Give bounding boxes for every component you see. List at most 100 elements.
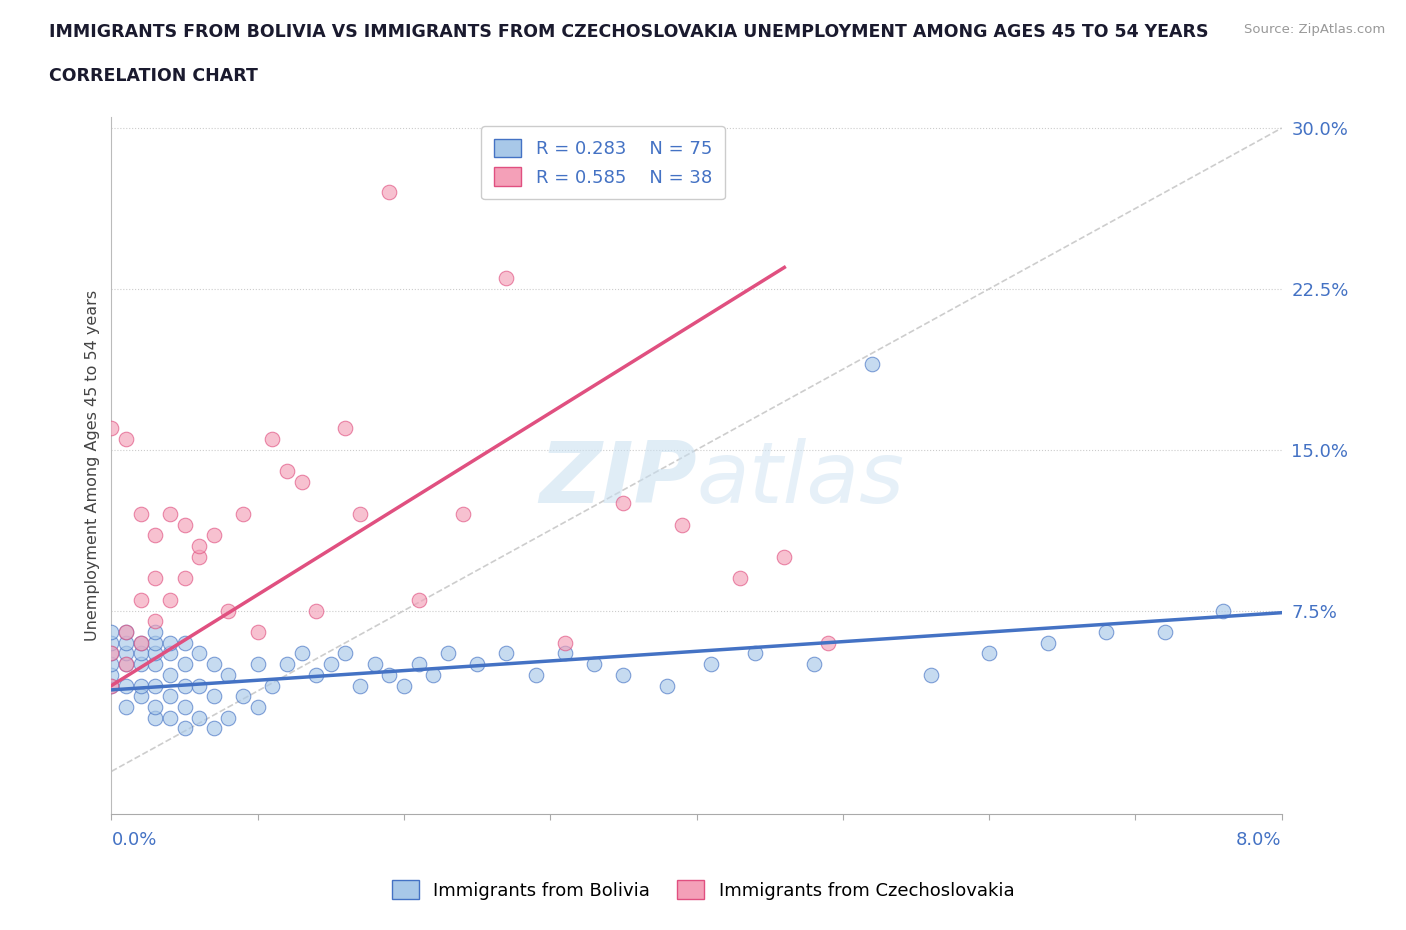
Point (173, 657, 195, 671)
Text: 0.0%: 0.0% (111, 831, 157, 849)
Point (159, 689, 181, 704)
Point (612, 496, 634, 511)
Point (115, 657, 138, 671)
Point (173, 721, 195, 736)
Point (335, 420, 357, 435)
Point (554, 646, 576, 661)
Point (319, 657, 342, 671)
Point (143, 699, 166, 714)
Point (364, 657, 387, 671)
Point (349, 678, 371, 693)
Text: Source: ZipAtlas.com: Source: ZipAtlas.com (1244, 23, 1385, 36)
Point (129, 678, 152, 693)
Point (115, 635, 138, 650)
Legend: R = 0.283    N = 75, R = 0.585    N = 38: R = 0.283 N = 75, R = 0.585 N = 38 (481, 126, 724, 199)
Point (143, 678, 166, 693)
Point (100, 678, 122, 693)
Point (202, 721, 225, 736)
Point (173, 699, 195, 714)
Point (495, 646, 517, 661)
Point (143, 528, 166, 543)
Point (451, 507, 474, 522)
Point (495, 271, 517, 286)
Point (290, 646, 312, 661)
Point (129, 592, 152, 607)
Point (159, 646, 181, 661)
Point (100, 625, 122, 640)
Point (335, 646, 357, 661)
Point (246, 625, 269, 640)
Point (100, 646, 122, 661)
Point (671, 517, 693, 532)
Point (188, 678, 211, 693)
Point (159, 635, 181, 650)
Point (173, 517, 195, 532)
Point (554, 635, 576, 650)
Point (262, 432, 284, 446)
Point (349, 507, 371, 522)
Point (188, 538, 211, 553)
Point (217, 668, 239, 683)
Point (188, 646, 211, 661)
Point (115, 657, 138, 671)
Point (465, 657, 488, 671)
Text: ZIP: ZIP (538, 438, 696, 521)
Point (143, 657, 166, 671)
Point (100, 668, 122, 683)
Point (276, 464, 298, 479)
Point (115, 625, 138, 640)
Point (1153, 625, 1175, 640)
Point (700, 657, 723, 671)
Point (817, 635, 839, 650)
Point (217, 711, 239, 725)
Point (143, 711, 166, 725)
Point (202, 657, 225, 671)
Point (115, 699, 138, 714)
Point (159, 592, 181, 607)
Point (803, 657, 825, 671)
Point (524, 668, 547, 683)
Point (246, 699, 269, 714)
Text: 8.0%: 8.0% (1236, 831, 1282, 849)
Text: IMMIGRANTS FROM BOLIVIA VS IMMIGRANTS FROM CZECHOSLOVAKIA UNEMPLOYMENT AMONG AGE: IMMIGRANTS FROM BOLIVIA VS IMMIGRANTS FR… (49, 23, 1209, 41)
Point (612, 668, 634, 683)
Point (276, 657, 298, 671)
Point (143, 625, 166, 640)
Point (920, 668, 942, 683)
Point (1036, 635, 1059, 650)
Point (246, 657, 269, 671)
Point (730, 571, 752, 586)
Point (115, 646, 138, 661)
Point (305, 668, 328, 683)
Point (143, 646, 166, 661)
Point (100, 646, 122, 661)
Point (1095, 625, 1118, 640)
Point (202, 689, 225, 704)
Y-axis label: Unemployment Among Ages 45 to 54 years: Unemployment Among Ages 45 to 54 years (86, 290, 100, 642)
Point (173, 678, 195, 693)
Point (143, 614, 166, 629)
Point (100, 657, 122, 671)
Point (232, 689, 254, 704)
Point (262, 678, 284, 693)
Point (129, 635, 152, 650)
Point (173, 571, 195, 586)
Text: atlas: atlas (696, 438, 904, 521)
Point (392, 678, 415, 693)
Point (115, 625, 138, 640)
Point (143, 571, 166, 586)
Point (129, 646, 152, 661)
Point (129, 635, 152, 650)
Point (232, 507, 254, 522)
Point (378, 185, 401, 200)
Point (979, 646, 1001, 661)
Point (129, 507, 152, 522)
Point (100, 635, 122, 650)
Point (100, 678, 122, 693)
Point (143, 635, 166, 650)
Point (305, 603, 328, 618)
Point (100, 420, 122, 435)
Point (159, 668, 181, 683)
Point (129, 657, 152, 671)
Point (115, 678, 138, 693)
